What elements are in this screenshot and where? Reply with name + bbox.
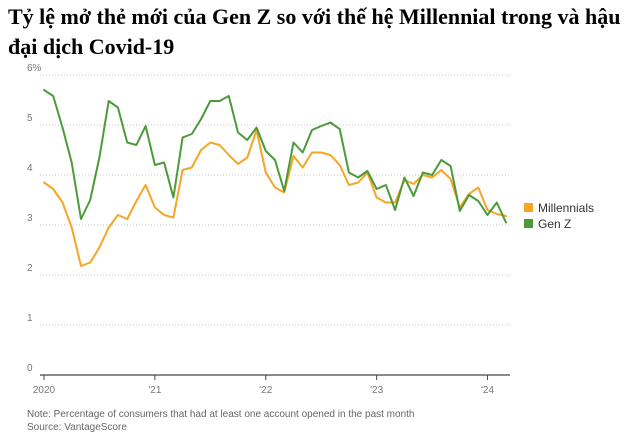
- chart-source: Source: VantageScore: [27, 422, 127, 433]
- legend: Millennials Gen Z: [524, 201, 594, 231]
- x-tick-label: '23: [370, 385, 383, 396]
- x-tick-label: '24: [481, 385, 494, 396]
- gridlines: [40, 74, 510, 326]
- x-axis: 2020 '21 '22 '23 '24: [33, 374, 510, 396]
- x-tick-label: 2020: [33, 385, 56, 396]
- legend-label: Millennials: [538, 201, 594, 215]
- y-tick-label: 4: [27, 163, 33, 174]
- y-tick-label: 0: [27, 363, 33, 374]
- series-line-gen-z: [43, 89, 507, 224]
- series-line-millennials: [43, 129, 507, 267]
- x-tick-label: '21: [148, 385, 161, 396]
- y-tick-label: 5: [27, 113, 33, 124]
- chart-title: Tỷ lệ mở thẻ mới của Gen Z so với thế hệ…: [8, 4, 621, 59]
- x-tick-label: '22: [259, 385, 272, 396]
- y-tick-label: 3: [27, 213, 33, 224]
- series-lines: [43, 89, 507, 267]
- y-tick-label: 1: [27, 313, 33, 324]
- legend-swatch: [524, 203, 533, 212]
- chart-note: Note: Percentage of consumers that had a…: [27, 409, 415, 420]
- legend-label: Gen Z: [538, 217, 571, 231]
- y-axis-ticks: 6% 5 4 3 2 1 0: [27, 63, 42, 374]
- legend-swatch: [524, 219, 533, 228]
- y-tick-label: 2: [27, 263, 33, 274]
- y-tick-label: 6%: [27, 63, 42, 74]
